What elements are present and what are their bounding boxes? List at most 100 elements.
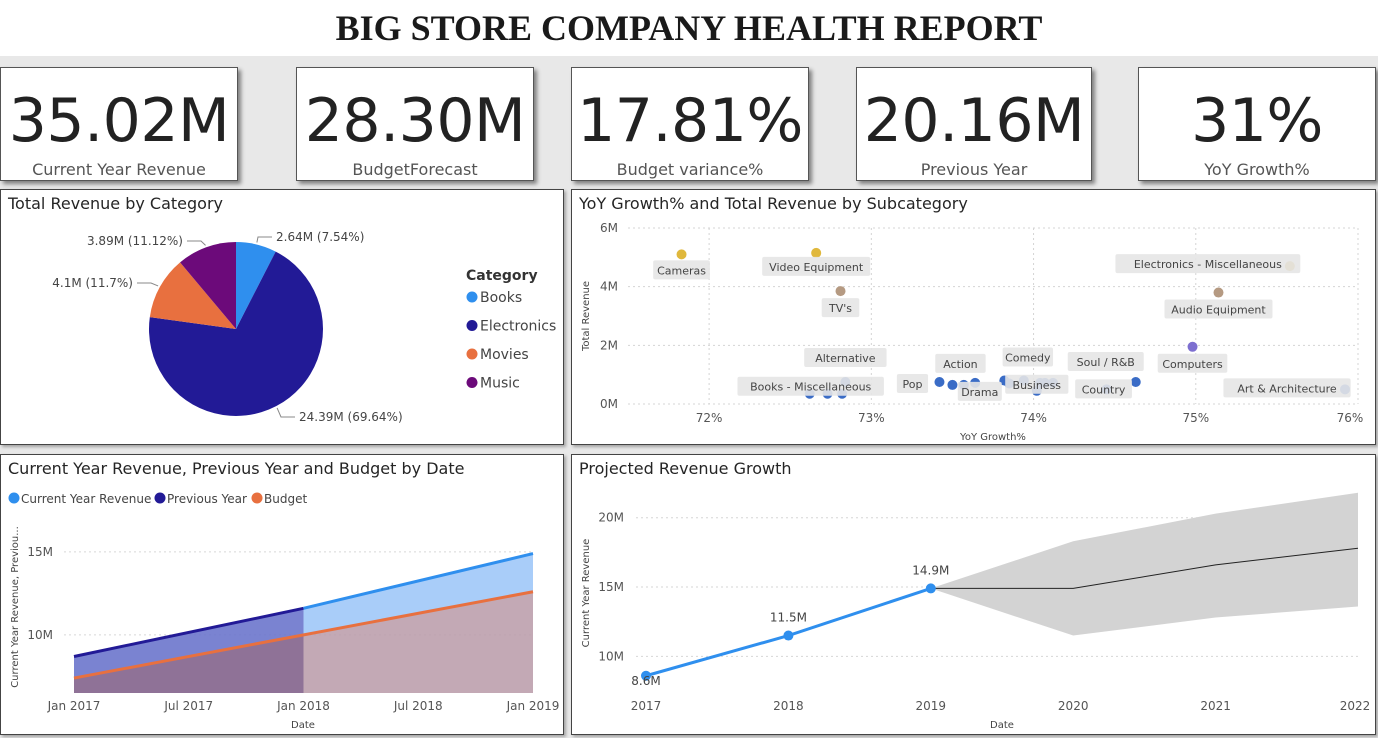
- area-legend-marker: [251, 492, 263, 504]
- area-y-tick: 10M: [27, 628, 53, 642]
- forecast-chart-panel[interactable]: 10M 15M 20M 8.6M 11.5M 14.9M 2017 2018 2019 2020 2…: [571, 454, 1376, 735]
- scatter-label-background: [935, 353, 986, 373]
- forecast-y-tick: 20M: [598, 511, 624, 525]
- pie-slice-movies: [149, 262, 236, 329]
- actual-revenue-point: [641, 670, 651, 681]
- previous-year-area: [74, 608, 304, 679]
- pie-data-label: 3.89M (11.12%): [87, 234, 183, 248]
- scatter-label-background: [1223, 378, 1351, 398]
- pie-slice-books: [236, 242, 276, 329]
- kpi-card-current-year-revenue[interactable]: 35.02M Current Year Revenue: [0, 67, 238, 181]
- previous-year-line: [73, 606, 304, 658]
- scatter-point: [947, 379, 958, 390]
- scatter-point: [934, 377, 945, 387]
- scatter-chart: 0M 2M 4M 6M 72% 73% 74% 75% 76% YoY Growth% Total …: [581, 221, 1364, 443]
- actual-revenue-point: [783, 630, 794, 641]
- scatter-point-label: Pop: [902, 378, 922, 391]
- report-header: BIG STORE COMPANY HEALTH REPORT: [0, 0, 1378, 56]
- scatter-point: [835, 286, 846, 297]
- area-chart-panel[interactable]: 10M 15M Jan 2017 Jul 2017 Jan 2018 Jul 2018 Ja…: [0, 454, 564, 735]
- forecast-confidence-band: [930, 492, 1358, 636]
- scatter-label-background: [737, 376, 884, 396]
- scatter-label-background: [653, 260, 710, 280]
- pie-legend-label: Electronics: [480, 319, 556, 335]
- current-year-area: [303, 553, 533, 635]
- forecast-line: [930, 547, 1359, 589]
- scatter-x-tick: 72%: [696, 411, 723, 425]
- pie-leader-line: [276, 407, 295, 418]
- kpi-value: 31%: [1191, 86, 1323, 156]
- kpi-card-budget-forecast[interactable]: 28.30M BudgetForecast: [296, 67, 534, 181]
- pie-chart-title: Total Revenue by Category: [8, 194, 224, 213]
- kpi-value: 28.30M: [304, 86, 526, 156]
- pie-slice-music: [180, 242, 236, 329]
- kpi-card-yoy-growth[interactable]: 31% YoY Growth%: [1138, 67, 1376, 181]
- area-x-tick: Jan 2019: [506, 699, 560, 713]
- overlap-area: [74, 634, 304, 693]
- scatter-x-tick: 74%: [1020, 411, 1047, 425]
- pie-data-label: 4.1M (11.7%): [52, 276, 133, 290]
- scatter-point-label: Video Equipment: [769, 261, 864, 274]
- forecast-chart: 10M 15M 20M 8.6M 11.5M 14.9M 2017 2018 2019 2020 2…: [581, 492, 1371, 731]
- area-legend-label: Current Year Revenue: [21, 492, 151, 506]
- pie-chart: 2.64M (7.54%) 24.39M (69.64%) 4.1M (11.7%)…: [52, 230, 556, 424]
- scatter-y-tick: 6M: [600, 221, 618, 235]
- kpi-card-previous-year[interactable]: 20.16M Previous Year: [856, 67, 1092, 181]
- kpi-label: YoY Growth%: [1204, 160, 1310, 179]
- area-legend-label: Budget: [264, 492, 307, 506]
- scatter-label-background: [1164, 299, 1273, 319]
- area-legend-marker: [8, 492, 20, 504]
- scatter-point-label: Comedy: [1005, 352, 1051, 365]
- scatter-point-label: TV's: [828, 302, 852, 315]
- kpi-value: 20.16M: [863, 86, 1085, 156]
- area-legend-marker: [154, 492, 166, 504]
- scatter-point-label: Art & Architecture: [1237, 382, 1337, 395]
- area-y-tick: 15M: [27, 545, 53, 559]
- pie-leader-line: [137, 282, 159, 287]
- pie-legend-marker: [466, 377, 478, 388]
- forecast-x-tick: 2019: [916, 699, 947, 713]
- scatter-point: [1130, 377, 1141, 387]
- pie-leader-line: [187, 240, 206, 246]
- scatter-y-axis-label: Total Revenue: [581, 281, 592, 352]
- pie-legend-marker: [466, 348, 478, 360]
- scatter-point-label: Books - Miscellaneous: [750, 381, 871, 394]
- forecast-x-tick: 2022: [1340, 699, 1371, 713]
- scatter-label-background: [1067, 352, 1144, 371]
- scatter-point: [811, 247, 822, 258]
- scatter-label-background: [762, 256, 871, 276]
- scatter-label-background: [1075, 379, 1132, 399]
- forecast-x-tick: 2021: [1200, 699, 1231, 713]
- pie-legend-label: Music: [480, 376, 520, 392]
- forecast-x-tick: 2020: [1058, 699, 1089, 713]
- area-chart: 10M 15M Jan 2017 Jul 2017 Jan 2018 Jul 2018 Ja…: [8, 492, 560, 731]
- area-y-axis-label: Current Year Revenue, Previou...: [10, 526, 21, 688]
- scatter-y-tick: 0M: [600, 397, 618, 411]
- pie-slice-electronics: [149, 251, 323, 416]
- kpi-label: Previous Year: [920, 160, 1028, 179]
- scatter-point-label: Country: [1082, 383, 1126, 396]
- scatter-point-label: Business: [1013, 379, 1062, 392]
- scatter-x-axis-label: YoY Growth%: [959, 432, 1026, 443]
- scatter-point-label: Soul / R&B: [1077, 356, 1135, 369]
- pie-legend-label: Movies: [480, 347, 529, 363]
- area-x-tick: Jul 2018: [393, 699, 443, 713]
- pie-chart-panel[interactable]: 2.64M (7.54%) 24.39M (69.64%) 4.1M (11.7%)…: [0, 189, 564, 445]
- budget-line: [73, 590, 534, 680]
- scatter-x-tick: 76%: [1337, 411, 1364, 425]
- scatter-point-label: Action: [943, 358, 977, 371]
- pie-leader-line: [256, 236, 272, 243]
- scatter-chart-panel[interactable]: 0M 2M 4M 6M 72% 73% 74% 75% 76% YoY Growth% Total …: [571, 189, 1376, 445]
- pie-legend-marker: [466, 291, 478, 303]
- kpi-label: BudgetForecast: [352, 160, 478, 179]
- scatter-x-tick: 75%: [1182, 411, 1209, 425]
- area-x-tick: Jan 2018: [276, 699, 330, 713]
- scatter-point-label: Audio Equipment: [1171, 304, 1266, 317]
- forecast-y-axis-label: Current Year Revenue: [581, 539, 592, 648]
- forecast-data-label: 8.6M: [631, 674, 660, 688]
- scatter-label-background: [1157, 353, 1228, 373]
- scatter-label-background: [957, 381, 1002, 401]
- forecast-data-label: 11.5M: [770, 611, 807, 625]
- kpi-card-budget-variance[interactable]: 17.81% Budget variance%: [571, 67, 809, 181]
- scatter-point-label: Alternative: [815, 352, 876, 365]
